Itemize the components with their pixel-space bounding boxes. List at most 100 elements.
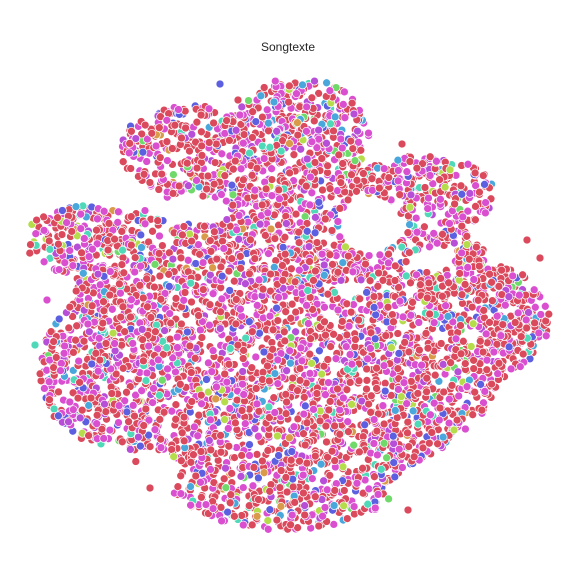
- scatter-point: [435, 175, 444, 185]
- scatter-point: [156, 294, 166, 304]
- scatter-point: [342, 385, 352, 395]
- scatter-point: [264, 126, 273, 136]
- scatter-point: [212, 254, 222, 264]
- scatter-point: [393, 176, 403, 186]
- scatter-point: [310, 228, 320, 238]
- scatter-point: [370, 503, 380, 513]
- scatter-point: [120, 327, 130, 337]
- scatter-point: [378, 401, 388, 411]
- scatter-point: [333, 305, 343, 315]
- scatter-point: [489, 347, 499, 357]
- scatter-point: [68, 405, 78, 415]
- scatter-point: [446, 358, 455, 368]
- scatter-point: [378, 275, 388, 285]
- scatter-point: [393, 364, 403, 373]
- scatter-point: [456, 321, 465, 330]
- scatter-point: [57, 230, 67, 239]
- scatter-point: [65, 302, 75, 312]
- scatter-point: [314, 197, 324, 207]
- scatter-point: [320, 503, 330, 512]
- scatter-point: [208, 263, 217, 273]
- scatter-point: [124, 417, 133, 427]
- scatter-point: [472, 242, 481, 252]
- scatter-point: [295, 364, 305, 373]
- scatter-point: [254, 473, 263, 483]
- scatter-point: [287, 264, 296, 274]
- scatter-point: [71, 286, 81, 296]
- scatter-point: [304, 319, 313, 328]
- scatter-point: [210, 158, 220, 167]
- scatter-point: [250, 292, 260, 302]
- scatter-point: [302, 301, 311, 310]
- scatter-point: [25, 248, 35, 258]
- scatter-point: [325, 397, 335, 406]
- scatter-point: [114, 401, 124, 411]
- scatter-point: [390, 261, 400, 271]
- scatter-point: [342, 514, 352, 523]
- scatter-point: [342, 299, 352, 309]
- scatter-point: [236, 263, 245, 273]
- scatter-point: [276, 146, 286, 156]
- scatter-point: [53, 213, 62, 223]
- scatter-point: [341, 242, 350, 252]
- scatter-point: [354, 137, 363, 147]
- scatter-point: [78, 268, 88, 278]
- scatter-point: [173, 343, 182, 352]
- scatter-point: [488, 296, 497, 306]
- scatter-point: [92, 419, 102, 429]
- scatter-point: [174, 105, 183, 114]
- scatter-point: [225, 344, 235, 353]
- scatter-point: [275, 483, 285, 492]
- scatter-point: [241, 279, 250, 289]
- scatter-point: [238, 520, 248, 530]
- scatter-point: [312, 143, 322, 153]
- chart-title: Songtexte: [260, 40, 316, 54]
- scatter-point: [206, 445, 216, 455]
- scatter-point: [164, 269, 174, 279]
- scatter-point: [190, 353, 200, 363]
- scatter-point: [141, 376, 151, 385]
- scatter-point: [346, 307, 356, 317]
- scatter-point: [469, 355, 478, 365]
- scatter-point: [305, 200, 315, 210]
- scatter-point: [322, 78, 331, 88]
- scatter-point: [187, 397, 197, 406]
- scatter-point: [237, 102, 247, 112]
- scatter-point: [438, 229, 447, 239]
- scatter-point: [266, 269, 275, 279]
- scatter-point: [247, 363, 257, 373]
- scatter-point: [91, 348, 101, 358]
- scatter-point: [83, 319, 93, 329]
- scatter-point: [479, 306, 489, 315]
- scatter-point: [191, 259, 201, 268]
- scatter-point: [325, 471, 335, 480]
- scatter-point: [282, 219, 291, 228]
- scatter-point: [31, 229, 41, 239]
- scatter-point: [429, 398, 439, 408]
- scatter-point: [225, 404, 235, 413]
- scatter-point: [312, 238, 322, 247]
- scatter-point: [225, 498, 235, 508]
- scatter-point: [65, 246, 75, 255]
- scatter-point: [444, 418, 454, 428]
- scatter-point: [405, 220, 414, 229]
- scatter-point: [389, 458, 399, 467]
- scatter-point: [282, 366, 291, 376]
- scatter-point: [138, 335, 147, 344]
- scatter-point: [412, 163, 422, 173]
- scatter-point: [261, 184, 271, 194]
- scatter-point: [237, 311, 247, 321]
- scatter-point: [245, 440, 254, 449]
- scatter-point: [409, 452, 419, 462]
- scatter-point: [494, 358, 504, 368]
- scatter-point: [515, 362, 525, 371]
- scatter-point: [286, 455, 296, 465]
- scatter-point: [246, 235, 255, 245]
- scatter-point: [232, 395, 242, 405]
- scatter-point: [251, 384, 261, 393]
- scatter-point: [463, 159, 473, 169]
- scatter-point: [462, 382, 472, 392]
- scatter-point: [341, 453, 351, 462]
- scatter-point: [261, 231, 270, 240]
- scatter-point: [114, 418, 123, 427]
